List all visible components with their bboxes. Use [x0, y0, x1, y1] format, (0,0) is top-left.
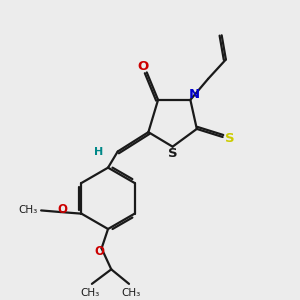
Text: O: O	[94, 245, 104, 258]
Text: CH₃: CH₃	[19, 206, 38, 215]
Text: CH₃: CH₃	[81, 288, 100, 298]
Text: H: H	[94, 146, 103, 157]
Text: S: S	[225, 132, 235, 145]
Text: S: S	[168, 147, 177, 160]
Text: O: O	[57, 203, 67, 216]
Text: O: O	[137, 60, 148, 73]
Text: N: N	[189, 88, 200, 101]
Text: CH₃: CH₃	[121, 288, 140, 298]
